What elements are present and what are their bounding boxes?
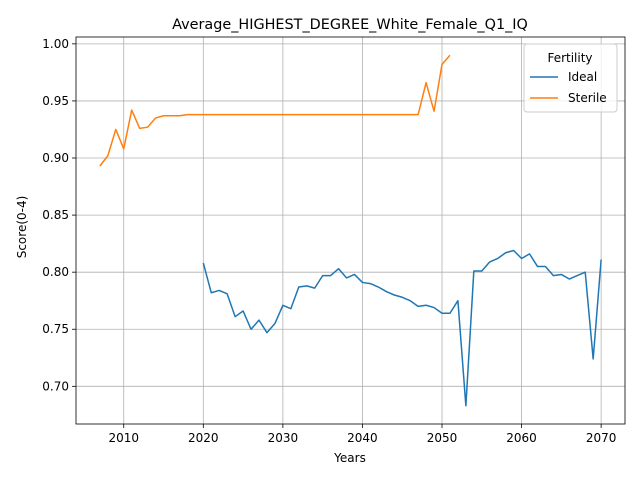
y-tick-label: 1.00	[42, 37, 69, 51]
plot-area: 2010 2020 2030 2040 2050 2060 2070 0.70 0.75 0.80…	[42, 36, 626, 445]
y-tick-label: 0.95	[42, 94, 69, 108]
legend: Fertility Ideal Sterile	[523, 43, 618, 113]
y-axis-label: Score(0-4)	[15, 196, 29, 259]
legend-entry-sterile: Sterile	[530, 91, 607, 105]
legend-label-ideal: Ideal	[568, 70, 597, 84]
legend-entry-ideal: Ideal	[530, 70, 597, 84]
chart-title: Average_HIGHEST_DEGREE_White_Female_Q1_I…	[172, 17, 528, 33]
x-tick-label: 2050	[427, 431, 458, 445]
y-tick-label: 0.85	[42, 208, 69, 222]
series-line-sterile	[99, 54, 451, 167]
x-tick-label: 2020	[188, 431, 219, 445]
legend-title: Fertility	[547, 51, 592, 65]
x-tick-label: 2060	[506, 431, 537, 445]
x-tick-label: 2030	[268, 431, 299, 445]
y-tick-label: 0.70	[42, 379, 69, 393]
series-line-ideal	[202, 249, 602, 407]
x-tick-label: 2070	[586, 431, 617, 445]
y-tick-label: 0.80	[42, 265, 69, 279]
x-tick-label: 2010	[108, 431, 139, 445]
y-tick-label: 0.90	[42, 151, 69, 165]
x-axis-label: Years	[333, 451, 366, 465]
legend-label-sterile: Sterile	[568, 91, 607, 105]
legend-frame	[523, 43, 618, 113]
x-tick-label: 2040	[347, 431, 378, 445]
y-tick-label: 0.75	[42, 322, 69, 336]
plot-frame	[75, 36, 626, 425]
